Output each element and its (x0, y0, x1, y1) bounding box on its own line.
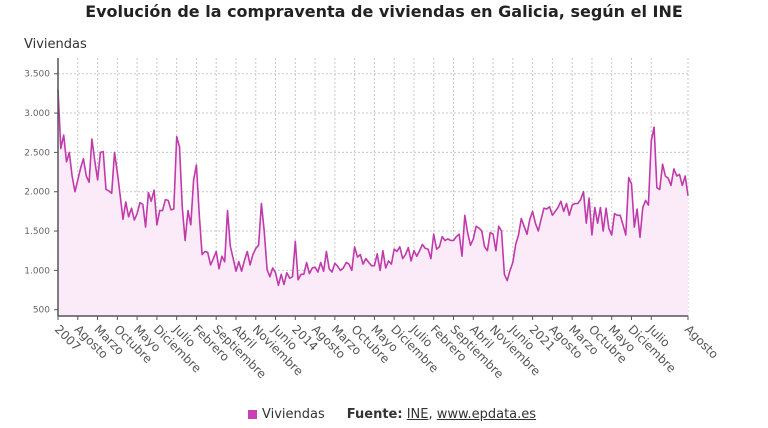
y-tick-label: 1.000 (24, 266, 50, 276)
source-link-ine[interactable]: INE (406, 407, 429, 422)
x-tick-label: Agosto (682, 322, 721, 361)
y-tick-label: 2.000 (24, 188, 50, 198)
chart-title: Evolución de la compraventa de viviendas… (85, 2, 683, 21)
series-line-viviendas (57, 89, 689, 287)
y-tick-label: 3.000 (24, 109, 50, 119)
legend: Viviendas Fuente: INE, www.epdata.es (248, 407, 536, 422)
series-area-viviendas (58, 89, 688, 316)
y-tick-label: 3.500 (24, 70, 50, 80)
y-tick-label: 1.500 (24, 227, 50, 237)
source-credit: Fuente: INE, www.epdata.es (346, 407, 537, 422)
legend-item-viviendas[interactable]: Viviendas (262, 407, 325, 422)
y-tick-label: 2.500 (24, 148, 50, 158)
y-axis-label: Viviendas (24, 37, 87, 52)
y-tick-label: 500 (33, 306, 50, 316)
legend-swatch (248, 410, 257, 419)
source-link-epdata[interactable]: www.epdata.es (436, 407, 537, 422)
source-label: Fuente (346, 407, 398, 422)
